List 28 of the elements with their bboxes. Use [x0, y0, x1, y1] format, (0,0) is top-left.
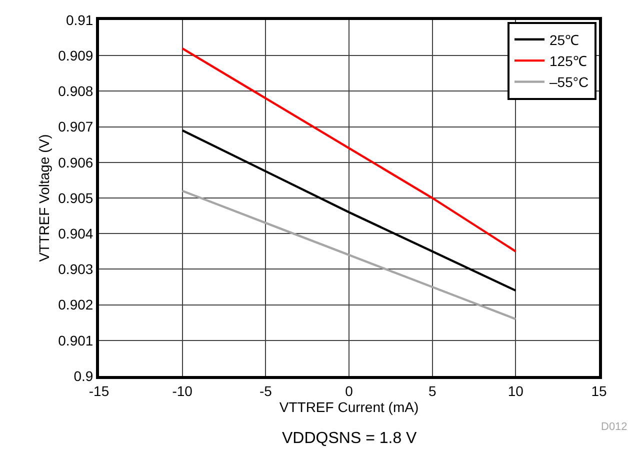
x-tick-label: 10	[508, 382, 524, 399]
line-series	[181, 47, 517, 252]
y-tick-label: 0.906	[58, 154, 94, 170]
legend-label: –55°C	[550, 74, 589, 90]
line-series	[181, 190, 517, 320]
y-tick-label: 0.907	[58, 118, 94, 135]
y-tick-label: 0.9	[74, 368, 94, 384]
x-tick-label: -5	[259, 382, 272, 399]
x-tick-label: 15	[591, 382, 607, 399]
line-series	[181, 129, 517, 292]
y-tick-label: 0.908	[58, 83, 94, 100]
y-tick-label: 0.901	[58, 332, 94, 348]
y-tick-label: 0.903	[58, 261, 94, 278]
y-tick-label: 0.905	[58, 190, 94, 206]
y-tick-label: 0.902	[58, 296, 94, 313]
y-axis-title: VTTREF Voltage (V)	[36, 134, 52, 262]
x-axis-title: VTTREF Current (mA)	[279, 398, 419, 415]
y-tick-label: 0.91	[66, 12, 94, 28]
text: D012	[601, 421, 628, 433]
legend-label: 25℃	[550, 32, 580, 48]
y-tick-label: 0.904	[58, 226, 94, 242]
legend-label: 125℃	[550, 53, 587, 70]
x-tick-label: 0	[345, 382, 354, 399]
x-tick-label: 5	[428, 382, 436, 399]
x-tick-label: -10	[172, 382, 193, 399]
y-tick-label: 0.909	[58, 48, 94, 64]
text: VDDQSNS = 1.8 V	[282, 430, 418, 447]
x-tick-label: -15	[88, 382, 110, 399]
